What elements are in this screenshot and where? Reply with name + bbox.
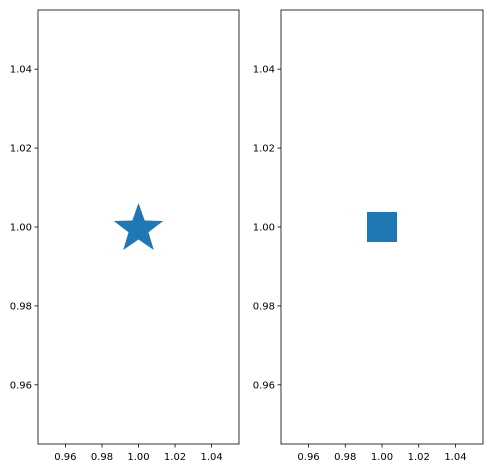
y-tick-label: 1.00 [253,223,275,234]
x-tick-label: 0.98 [334,452,356,463]
y-tick-label: 1.04 [253,65,275,76]
y-tick-label: 1.02 [253,144,275,155]
x-tick-label: 1.00 [371,452,393,463]
star-marker [113,203,164,251]
y-tick-label: 0.96 [253,380,275,391]
y-tick-label: 0.96 [10,380,32,391]
subplot-1: 0.96 0.98 1.00 1.02 1.04 0.96 0.98 1.00 1.02 1.04 [10,9,240,463]
y-tick-label: 0.98 [10,301,32,312]
x-tick-label: 0.96 [54,452,76,463]
x-tick-label: 1.04 [200,452,222,463]
x-tick-label: 1.02 [164,452,186,463]
x-tick-label: 1.00 [127,452,149,463]
square-marker [367,212,397,242]
y-tick-label: 1.02 [10,144,32,155]
x-tick-label: 0.96 [297,452,319,463]
y-tick-label: 0.98 [253,301,275,312]
x-tick-label: 0.98 [91,452,113,463]
subplot-2: 0.96 0.98 1.00 1.02 1.04 0.96 0.98 1.00 1.02 1.04 [253,9,484,463]
x-tick-label: 1.04 [444,452,466,463]
y-tick-label: 1.04 [10,65,32,76]
x-tick-label: 1.02 [408,452,430,463]
y-tick-label: 1.00 [10,223,32,234]
